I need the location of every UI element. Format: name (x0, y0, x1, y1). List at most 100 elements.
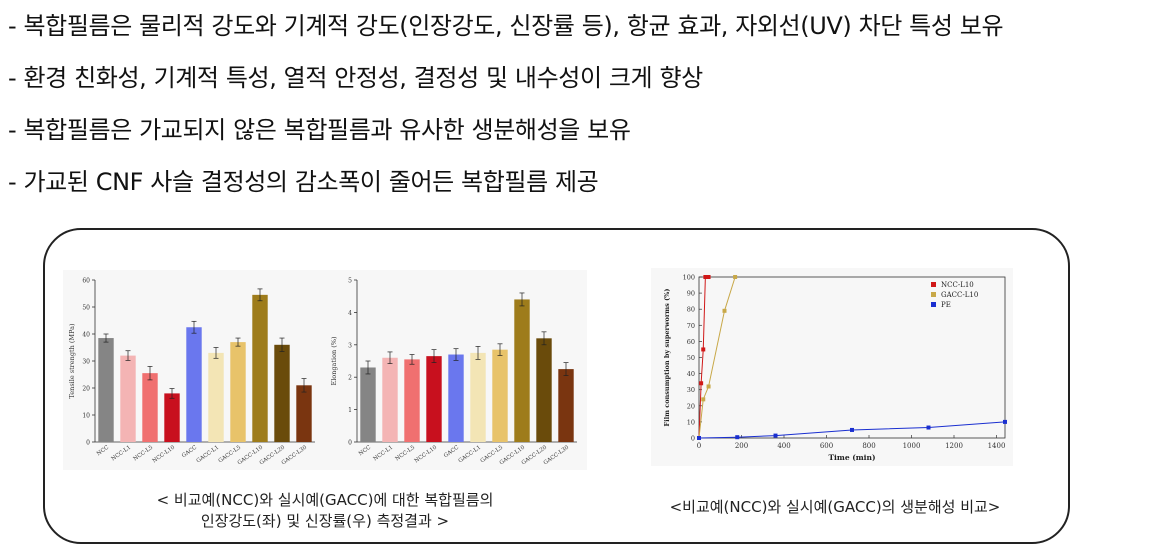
y-tick-label: 5 (348, 278, 352, 285)
y-tick-label: 30 (687, 386, 695, 394)
y-axis-label: Film consumption by superworms (%) (663, 289, 671, 427)
y-tick-label: 0 (348, 440, 352, 447)
bar-GACC-L5 (230, 342, 246, 442)
bar-GACC-L20 (536, 338, 552, 442)
bar-GACC-L30 (558, 369, 574, 442)
x-tick-label: NCC-L1 (372, 445, 394, 463)
x-tick-label: 1400 (988, 442, 1006, 450)
bar-NCC-L10 (426, 356, 442, 442)
x-tick-label: GACC (181, 445, 198, 460)
y-tick-label: 40 (687, 370, 695, 378)
bar-NCC (360, 367, 376, 442)
bar-GACC-L30 (296, 385, 312, 442)
bar-NCC-L5 (404, 359, 420, 442)
legend-label: NCC-L10 (941, 281, 974, 289)
x-tick-label: 400 (777, 442, 790, 450)
bar-NCC-L10 (164, 393, 180, 442)
y-tick-label: 70 (687, 322, 695, 330)
y-tick-label: 20 (82, 386, 90, 393)
bar-GACC-L5 (492, 349, 508, 442)
x-tick-label: GACC-L1 (458, 445, 483, 465)
data-point-PE (735, 435, 740, 440)
bullet-item: - 가교된 CNF 사슬 결정성의 감소폭이 줄어든 복합필름 제공 (8, 168, 599, 196)
bar-NCC-L1 (120, 355, 136, 442)
bullet-item: - 복합필름은 가교되지 않은 복합필름과 유사한 생분해성을 보유 (8, 116, 631, 144)
y-tick-label: 4 (348, 310, 352, 317)
legend-label: GACC-L10 (941, 291, 978, 299)
x-tick-label: NCC (358, 445, 372, 458)
data-point-NCC-L10 (699, 381, 704, 386)
y-tick-label: 30 (82, 359, 90, 366)
y-tick-label: 10 (687, 418, 695, 426)
data-point-GACC-L10 (722, 308, 727, 313)
x-tick-label: 800 (862, 442, 875, 450)
y-tick-label: 50 (687, 354, 695, 362)
data-point-PE (926, 425, 931, 430)
data-point-NCC-L10 (703, 275, 708, 279)
series-line-PE (698, 421, 1006, 439)
x-tick-label: NCC-L10 (152, 444, 177, 464)
plot-frame (698, 276, 1006, 439)
figure-panel (43, 228, 1070, 544)
bullet-list: - 복합필름은 물리적 강도와 기계적 강도(인장강도, 신장률 등), 항균 … (8, 6, 1148, 214)
y-tick-label: 20 (687, 402, 695, 410)
y-tick-label: 10 (82, 413, 90, 420)
y-tick-label: 50 (82, 305, 90, 312)
data-point-PE (697, 436, 701, 440)
left-caption-line2: 인장강도(좌) 및 신장률(우) 측정결과 > (200, 512, 450, 530)
y-axis-label: Tensile strength (MPa) (68, 323, 76, 399)
bar-GACC-L10 (514, 299, 530, 442)
x-tick-label: 1000 (903, 442, 921, 450)
left-caption-line1: < 비교예(NCC)와 실시예(GACC)에 대한 복합필름의 (156, 491, 494, 509)
bar-GACC-L10 (252, 294, 268, 442)
bar-NCC-L5 (142, 373, 158, 442)
y-tick-label: 0 (86, 440, 90, 447)
legend-marker-GACC-L10 (931, 292, 936, 297)
data-point-GACC-L10 (706, 384, 711, 389)
y-tick-label: 40 (82, 332, 90, 339)
x-tick-label: NCC-L10 (414, 444, 439, 464)
legend-marker-NCC-L10 (931, 282, 936, 287)
bar-GACC-L20 (274, 344, 290, 442)
bullet-item: - 복합필름은 물리적 강도와 기계적 강도(인장강도, 신장률 등), 항균 … (8, 12, 1004, 40)
x-tick-label: GACC (443, 445, 460, 460)
x-tick-label: 600 (820, 442, 833, 450)
bar-GACC-L1 (208, 352, 224, 442)
data-point-PE (773, 433, 778, 438)
x-tick-label: 0 (697, 442, 701, 450)
x-tick-label: 200 (735, 442, 748, 450)
y-axis-label: Elongation (%) (330, 336, 338, 386)
x-axis-label: Time (min) (828, 453, 875, 462)
biodegradation-figure: 0 10 20 30 40 50 60 70 80 90 100 0 200 400 600 800 1000 1… (651, 268, 1013, 466)
left-caption: < 비교예(NCC)와 실시예(GACC)에 대한 복합필름의 인장강도(좌) … (63, 490, 587, 532)
bullet-item: - 환경 친화성, 기계적 특성, 열적 안정성, 결정성 및 내수성이 크게 … (8, 64, 703, 92)
x-tick-label: NCC (96, 445, 110, 458)
data-point-PE (1003, 419, 1007, 424)
y-tick-label: 1 (348, 407, 352, 414)
data-point-GACC-L10 (701, 397, 706, 402)
y-tick-label: 0 (691, 435, 695, 443)
y-tick-label: 80 (687, 306, 695, 314)
y-tick-label: 3 (348, 342, 352, 349)
y-tick-label: 2 (348, 375, 352, 382)
mechanical-figure: 0 10 20 30 40 50 60 Tensile strength (MPa) NCC NC… (63, 270, 587, 470)
bar-GACC (186, 327, 202, 442)
x-tick-label: NCC-L1 (110, 445, 132, 463)
data-point-PE (850, 427, 854, 432)
bar-GACC (448, 354, 464, 442)
data-point-NCC-L10 (701, 347, 706, 352)
bar-NCC-L1 (382, 357, 398, 442)
x-tick-label: GACC-L30 (281, 444, 309, 466)
data-point-NCC-L10 (706, 275, 711, 279)
legend-marker-PE (931, 302, 936, 307)
bar-GACC-L1 (470, 352, 486, 442)
y-tick-label: 100 (683, 274, 695, 282)
y-tick-label: 60 (82, 278, 90, 285)
legend-label: PE (941, 301, 951, 309)
data-point-GACC-L10 (733, 275, 738, 279)
x-tick-label: 1200 (945, 442, 963, 450)
x-tick-label: GACC-L1 (196, 445, 221, 465)
y-tick-label: 60 (687, 338, 695, 346)
